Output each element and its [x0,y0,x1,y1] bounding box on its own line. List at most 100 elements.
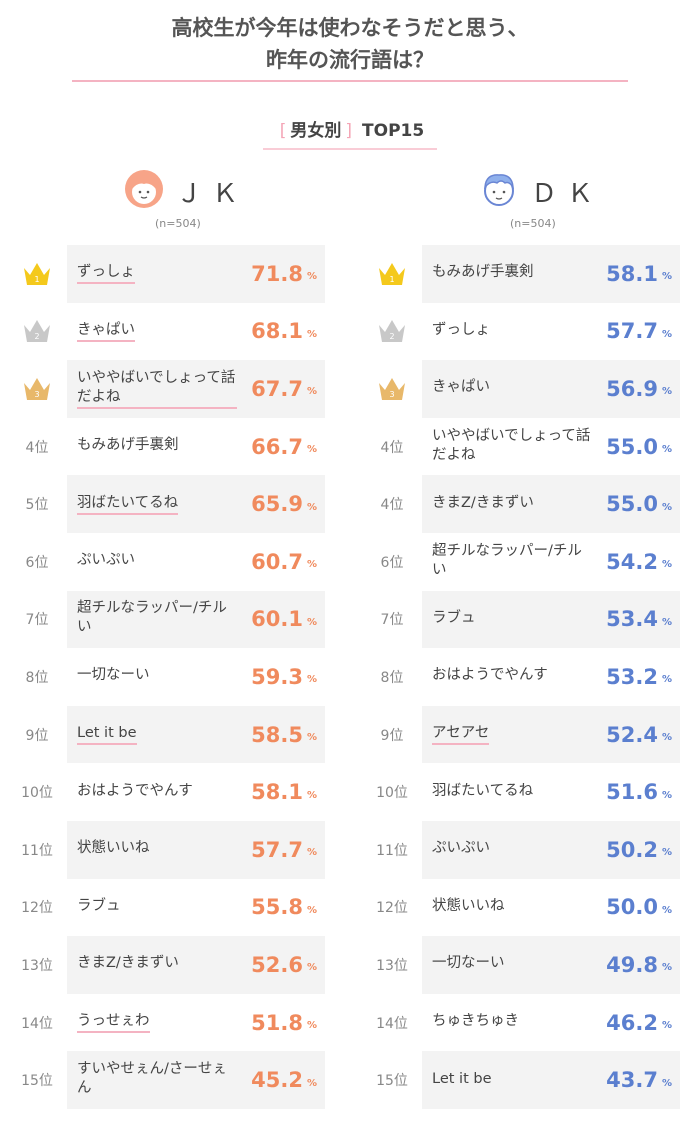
row-value: 68.1% [251,303,317,361]
row-label: きまZ/きまずい [432,475,592,533]
row-value-unit: % [661,616,672,628]
row-value-unit: % [306,1077,317,1089]
row-label-text: ちゅきちゅき [432,1013,519,1030]
row-label: 羽ばたいてるね [432,763,592,821]
row-label-text: Let it be [77,724,137,746]
row-value-number: 50.2 [606,837,658,862]
row-label: ちゅきちゅき [432,994,592,1052]
row-value-unit: % [306,847,317,859]
row-label: 一切なーい [432,936,592,994]
rank-label: 9位 [380,727,404,744]
row-label-text: いややばいでしょって話だよね [432,427,591,463]
row-label-text: きゃぱい [77,321,135,342]
boy-avatar-icon [484,174,514,206]
row-value: 51.6% [606,763,672,821]
row-label: 状態いいね [432,879,592,937]
row-value: 55.8% [251,879,317,937]
row-value-number: 52.4 [606,722,658,747]
row-label: ぷいぷい [432,821,592,879]
row-value-number: 49.8 [606,952,658,977]
row-value-unit: % [306,616,317,628]
row-label: 超チルなラッパー/チルい [77,591,237,649]
row-value: 58.5% [251,706,317,764]
title-divider [72,80,628,82]
jk-name: ＪＫ [176,179,249,209]
gold-crown-icon: 1 [368,245,416,303]
rank-label: 11位 [21,842,53,859]
row-label: うっせぇわ [77,994,237,1052]
row-label: ラブュ [77,879,237,937]
row-label-text: ぷいぷい [432,840,490,857]
row-label-text: すいやせぇん/さーせぇん [77,1061,227,1097]
row-value-unit: % [306,904,317,916]
dk-table-row: ちゅきちゅき 46.2% [422,994,680,1052]
jk-table-row: ラブュ 55.8% [67,879,325,937]
row-value-number: 65.9 [251,492,303,517]
row-value-unit: % [306,962,317,974]
dk-table-row: もみあげ手裏剣 58.1% [422,245,680,303]
row-value-unit: % [306,386,317,398]
jk-table-row: きゃぱい 68.1% [67,303,325,361]
row-label: ぷいぷい [77,533,237,591]
row-value-unit: % [661,847,672,859]
rank-label: 10位 [376,785,408,802]
row-label-text: 超チルなラッパー/チルい [432,542,582,578]
row-value-unit: % [306,444,317,456]
row-value: 65.9% [251,475,317,533]
row-label-text: 羽ばたいてるね [77,494,179,515]
row-label: おはようでやんす [432,648,592,706]
jk-ranking-table: ずっしょ 71.8% きゃぱい 68.1% いややばいでしょって話だよね 67.7% もみあ… [67,245,325,1109]
row-label-text: アセアセ [432,724,490,746]
subtitle-label: TOP15 [362,121,425,141]
row-value-number: 67.7 [251,376,303,401]
row-value: 57.7% [606,303,672,361]
jk-table-row: Let it be 58.5% [67,705,325,764]
girl-avatar-icon [125,170,163,208]
dk-header: ＤＫ (n=504) [355,165,685,235]
row-value: 59.3% [251,648,317,706]
row-label: おはようでやんす [77,763,237,821]
row-value-unit: % [661,444,672,456]
silver-crown-icon: 2 [13,303,61,361]
row-label: もみあげ手裏剣 [77,418,237,476]
row-value: 52.6% [251,936,317,994]
rank-label: 15位 [376,1073,408,1090]
row-value-unit: % [661,962,672,974]
row-value: 60.1% [251,591,317,649]
row-value-number: 60.1 [251,607,303,632]
title-line-1: 高校生が今年は使わなそうだと思う、 [171,16,529,40]
row-value-number: 46.2 [606,1010,658,1035]
row-label-text: きまZ/きまずい [432,494,534,511]
dk-table-row: ぷいぷい 50.2% [422,821,680,879]
dk-name: ＤＫ [531,179,604,209]
row-label: すいやせぇん/さーせぇん [77,1051,237,1109]
row-value: 49.8% [606,936,672,994]
row-value-number: 57.7 [606,319,658,344]
row-value-number: 53.4 [606,607,658,632]
row-value-unit: % [661,904,672,916]
rank-label: 5位 [25,497,49,514]
row-label: きまZ/きまずい [77,936,237,994]
row-value-unit: % [306,559,317,571]
rank-label: 6位 [380,554,404,571]
row-value: 60.7% [251,533,317,591]
dk-sample-size: (n=504) [510,217,556,230]
crown-rank-number: 3 [34,390,39,399]
jk-table-row: もみあげ手裏剣 66.7% [67,418,325,476]
row-value-unit: % [306,501,317,513]
rank-label: 11位 [376,842,408,859]
row-value: 54.2% [606,533,672,591]
crown-rank-number: 2 [34,332,39,341]
dk-table-row: Let it be 43.7% [422,1051,680,1109]
row-label: いややばいでしょって話だよね [77,360,237,418]
row-value-number: 52.6 [251,952,303,977]
row-value-number: 55.8 [251,895,303,920]
rank-label: 10位 [21,785,53,802]
row-label-text: きまZ/きまずい [77,955,179,972]
row-label-text: Let it be [432,1070,492,1087]
rank-label: 12位 [376,900,408,917]
row-label-text: 羽ばたいてるね [432,782,534,799]
row-label: きゃぱい [432,360,592,418]
row-value-unit: % [306,271,317,283]
row-label-text: いややばいでしょって話だよね [77,369,237,409]
